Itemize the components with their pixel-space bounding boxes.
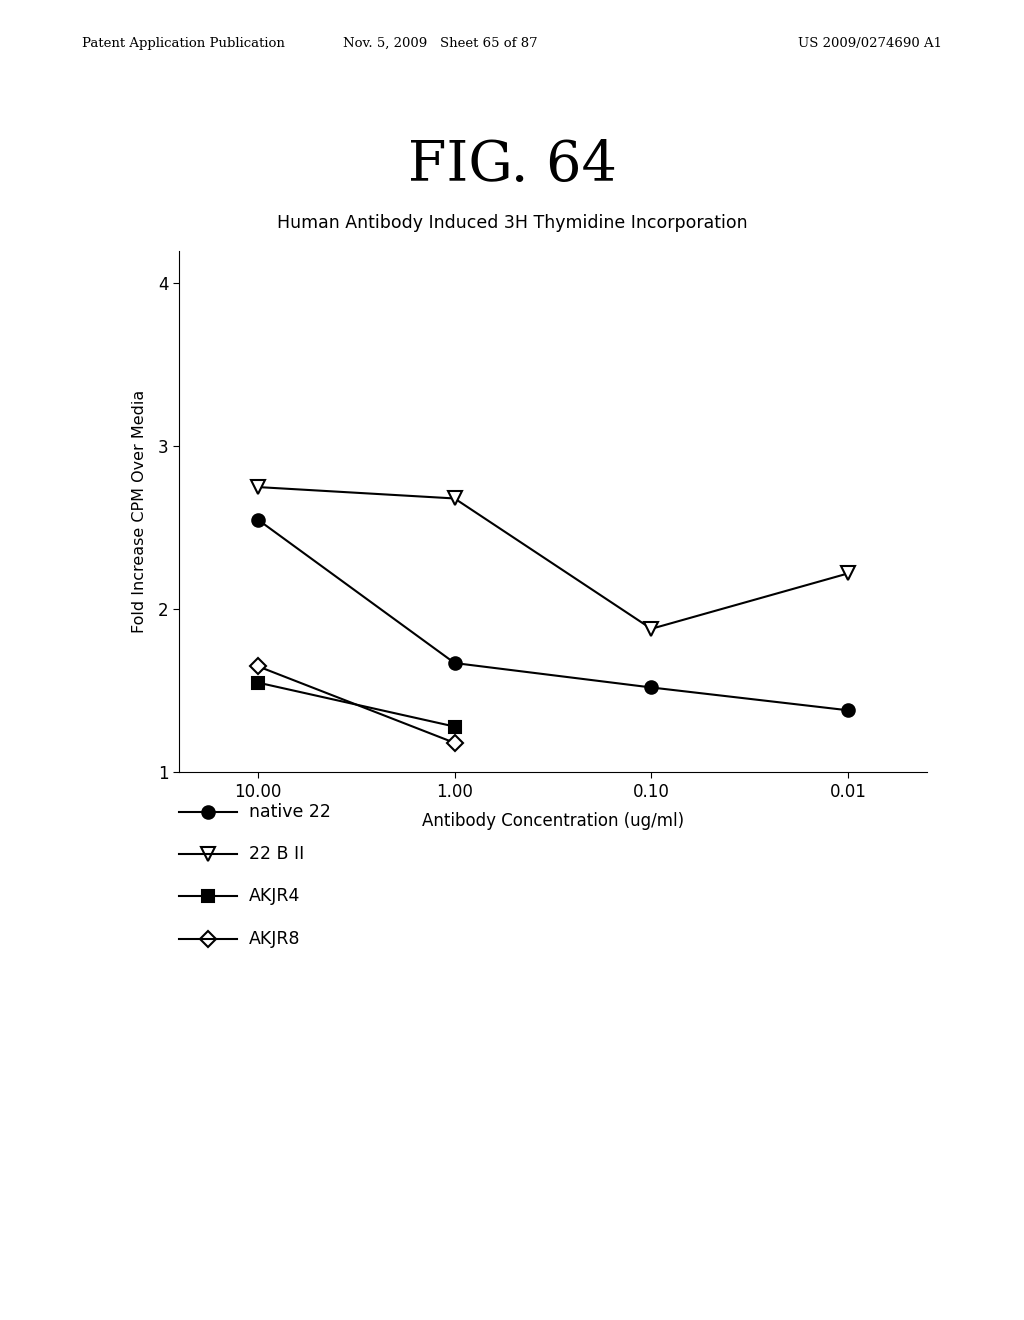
Text: AKJR8: AKJR8 <box>249 929 300 948</box>
native 22 <box>645 680 657 696</box>
X-axis label: Antibody Concentration (ug/ml): Antibody Concentration (ug/ml) <box>422 812 684 830</box>
Line: AKJR8: AKJR8 <box>252 661 460 748</box>
AKJR8 <box>252 659 264 675</box>
Text: Patent Application Publication: Patent Application Publication <box>82 37 285 50</box>
Text: US 2009/0274690 A1: US 2009/0274690 A1 <box>798 37 942 50</box>
Text: Human Antibody Induced 3H Thymidine Incorporation: Human Antibody Induced 3H Thymidine Inco… <box>276 214 748 232</box>
Text: FIG. 64: FIG. 64 <box>408 139 616 193</box>
22 B II <box>449 491 461 507</box>
22 B II <box>645 620 657 636</box>
22 B II <box>252 479 264 495</box>
Text: Nov. 5, 2009   Sheet 65 of 87: Nov. 5, 2009 Sheet 65 of 87 <box>343 37 538 50</box>
Text: native 22: native 22 <box>249 803 331 821</box>
Y-axis label: Fold Increase CPM Over Media: Fold Increase CPM Over Media <box>132 389 147 634</box>
Text: AKJR4: AKJR4 <box>249 887 300 906</box>
Line: AKJR4: AKJR4 <box>252 676 461 733</box>
native 22 <box>252 512 264 528</box>
Text: 22 B II: 22 B II <box>249 845 304 863</box>
native 22 <box>842 702 854 718</box>
AKJR4 <box>449 718 461 734</box>
AKJR4 <box>252 675 264 690</box>
native 22 <box>449 655 461 671</box>
22 B II <box>842 565 854 581</box>
Line: 22 B II: 22 B II <box>251 480 855 636</box>
Line: native 22: native 22 <box>252 513 854 717</box>
AKJR8 <box>449 735 461 751</box>
